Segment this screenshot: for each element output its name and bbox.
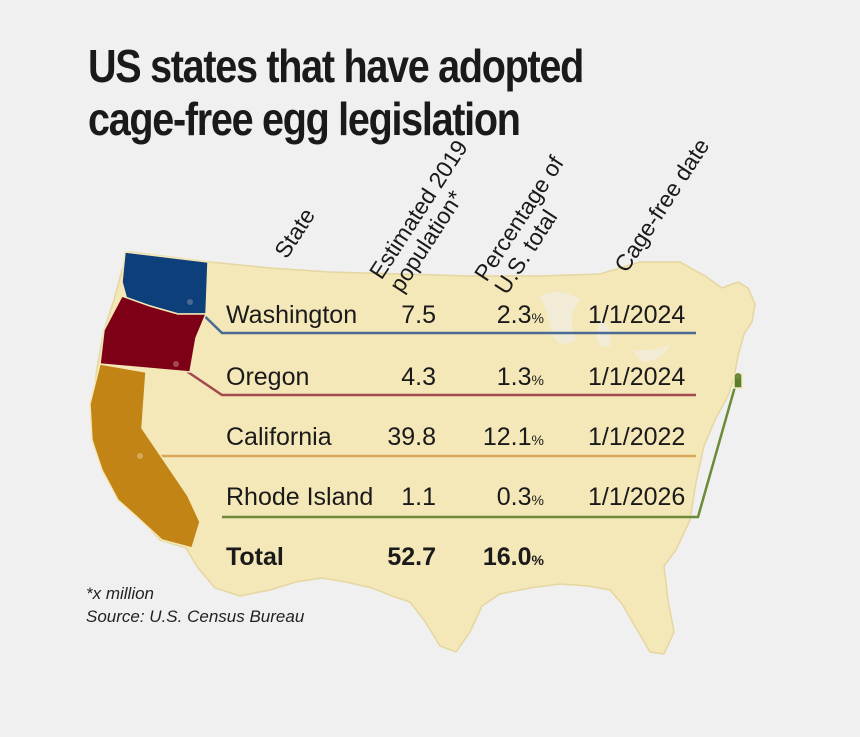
connector-dot: [137, 453, 143, 459]
footnote: *x million: [86, 584, 155, 603]
row-population: 39.8: [387, 423, 436, 451]
total-percentage: 16.0%: [482, 543, 544, 571]
row-date: 1/1/2024: [588, 301, 686, 329]
connector-dot: [173, 361, 179, 367]
great-lakes: [540, 291, 670, 362]
row-date: 1/1/2024: [588, 363, 686, 391]
row-percentage: 0.3%: [496, 483, 544, 511]
row-percentage: 2.3%: [496, 301, 544, 329]
row-state: Rhode Island: [226, 483, 374, 511]
connector-lines: [140, 301, 740, 519]
row-percentage: 1.3%: [496, 363, 544, 391]
oregon-state: [99, 295, 208, 373]
row-state: Oregon: [226, 363, 310, 391]
california-state: [89, 363, 201, 549]
row-population: 1.1: [401, 483, 436, 511]
row-population: 7.5: [401, 301, 436, 329]
row-state: California: [226, 423, 332, 451]
row-date: 1/1/2026: [588, 483, 686, 511]
row-population: 4.3: [401, 363, 436, 391]
total-population: 52.7: [387, 543, 436, 571]
row-state: Washington: [226, 301, 358, 329]
title-line-2: cage-free egg legislation: [88, 93, 521, 145]
connector-dot: [735, 373, 741, 379]
us-map-outline: [91, 251, 756, 655]
total-label: Total: [226, 543, 284, 571]
chart-title: US states that have adopted cage-free eg…: [88, 40, 584, 146]
row-date: 1/1/2022: [588, 423, 686, 451]
connector-line: [175, 362, 696, 397]
row-percentage: 12.1%: [482, 423, 544, 451]
title-line-1: US states that have adopted: [88, 40, 584, 92]
source-note: Source: U.S. Census Bureau: [86, 607, 305, 626]
connector-line: [222, 375, 740, 519]
connector-dot: [187, 299, 193, 305]
